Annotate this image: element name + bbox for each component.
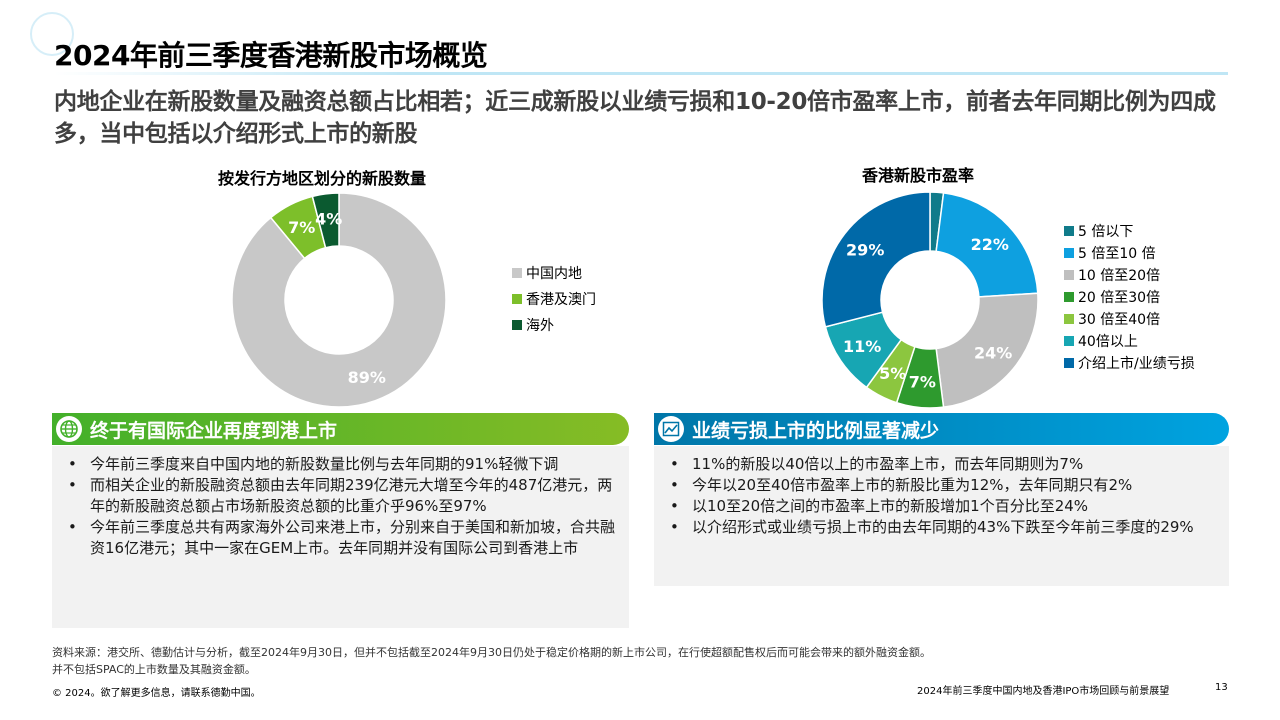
source-footnote: 资料来源：港交所、德勤估计与分析，截至2024年9月30日，但并不包括截至202… (52, 644, 931, 678)
list-item: 今年前三季度来自中国内地的新股数量比例与去年同期的91%轻微下调 (64, 454, 619, 475)
footnote-line: 资料来源：港交所、德勤估计与分析，截至2024年9月30日，但并不包括截至202… (52, 646, 931, 659)
donut-slice-0 (231, 192, 447, 408)
donut-slice-1 (935, 192, 1039, 298)
legend-label: 30 倍至40倍 (1078, 312, 1161, 328)
slice-data-label: 24% (974, 343, 1012, 362)
legend-swatch (1064, 226, 1074, 236)
slice-data-label: 22% (971, 235, 1009, 254)
donut-slice-6 (821, 191, 931, 328)
slice-data-label: 7% (288, 218, 315, 237)
slice-data-label: 89% (348, 368, 386, 387)
donut-chart-pe: 22% 24% 7%5% 11% 29% (821, 191, 1039, 409)
legend-label: 中国内地 (526, 266, 582, 282)
chart-title-region: 按发行方地区划分的新股数量 (218, 169, 427, 188)
page-number: 13 (1215, 682, 1228, 693)
legend-label: 海外 (526, 318, 554, 334)
slice-data-label: 29% (846, 241, 884, 260)
legend-item: 介绍上市/业绩亏损 (1064, 352, 1195, 374)
chart-line-icon (658, 416, 684, 442)
legend-item: 30 倍至40倍 (1064, 308, 1195, 330)
donut-slice-2 (935, 292, 1039, 408)
legend-swatch (512, 320, 522, 330)
legend-label: 40倍以上 (1078, 334, 1138, 350)
report-name: 2024年前三季度中国内地及香港IPO市场回顾与前景展望 (917, 686, 1170, 697)
slice-data-label: 5% (879, 364, 906, 383)
section-banner-loss-making: 业绩亏损上市的比例显著减少 (654, 413, 1229, 445)
donut-slice-2 (311, 192, 340, 249)
slice-data-label: 7% (909, 373, 936, 392)
banner-label: 终于有国际企业再度到港上市 (90, 419, 338, 442)
legend-swatch (1064, 336, 1074, 346)
legend-label: 5 倍以下 (1078, 224, 1134, 240)
legend-swatch (512, 294, 522, 304)
list-item: 以10至20倍之间的市盈率上市的新股增加1个百分比至24% (666, 496, 1219, 517)
banner-label: 业绩亏损上市的比例显著减少 (692, 419, 940, 442)
decorative-circle (30, 12, 74, 56)
list-item: 今年前三季度总共有两家海外公司来港上市，分别来自于美国和新加坡，合共融资16亿港… (64, 517, 619, 559)
legend-swatch (1064, 292, 1074, 302)
legend-item: 5 倍至10 倍 (1064, 242, 1195, 264)
page-title: 2024年前三季度香港新股市场概览 (54, 39, 488, 72)
legend-label: 20 倍至30倍 (1078, 290, 1161, 306)
legend-label: 介绍上市/业绩亏损 (1078, 356, 1195, 372)
bullet-panel-international: 今年前三季度来自中国内地的新股数量比例与去年同期的91%轻微下调 而相关企业的新… (52, 446, 629, 628)
list-item: 以介绍形式或业绩亏损上市的由去年同期的43%下跌至今年前三季度的29% (666, 517, 1219, 538)
donut-chart-region: 89% 7% 4% (231, 192, 447, 408)
legend-swatch (1064, 270, 1074, 280)
slice-data-label: 4% (315, 210, 342, 229)
legend-item: 中国内地 (512, 260, 596, 286)
list-item: 而相关企业的新股融资总额由去年同期239亿港元大增至今年的487亿港元，两年的新… (64, 475, 619, 517)
globe-icon (56, 416, 82, 442)
legend-swatch (512, 268, 522, 278)
copyright: © 2024。欲了解更多信息，请联系德勤中国。 (52, 688, 261, 699)
slice-data-label: 11% (843, 337, 881, 356)
legend-item: 40倍以上 (1064, 330, 1195, 352)
legend-item: 海外 (512, 312, 596, 338)
legend-label: 5 倍至10 倍 (1078, 246, 1156, 262)
legend-swatch (1064, 314, 1074, 324)
footnote-line: 并不包括SPAC的上市数量及其融资金额。 (52, 663, 256, 676)
legend-item: 5 倍以下 (1064, 220, 1195, 242)
page-subtitle: 内地企业在新股数量及融资总额占比相若；近三成新股以业绩亏损和10-20倍市盈率上… (54, 89, 1216, 147)
list-item: 今年以20至40倍市盈率上市的新股比重为12%，去年同期只有2% (666, 475, 1219, 496)
legend-item: 10 倍至20倍 (1064, 264, 1195, 286)
legend-item: 香港及澳门 (512, 286, 596, 312)
legend-label: 香港及澳门 (526, 292, 596, 308)
list-item: 11%的新股以40倍以上的市盈率上市，而去年同期则为7% (666, 454, 1219, 475)
legend-pe: 5 倍以下 5 倍至10 倍 10 倍至20倍 20 倍至30倍 30 倍至40倍 40倍… (1064, 220, 1195, 374)
legend-swatch (1064, 248, 1074, 258)
title-underline (54, 72, 1228, 75)
legend-label: 10 倍至20倍 (1078, 268, 1161, 284)
chart-title-pe: 香港新股市盈率 (862, 166, 975, 185)
bullet-panel-loss-making: 11%的新股以40倍以上的市盈率上市，而去年同期则为7% 今年以20至40倍市盈… (654, 446, 1229, 586)
legend-swatch (1064, 358, 1074, 368)
legend-region: 中国内地香港及澳门海外 (512, 260, 596, 338)
legend-item: 20 倍至30倍 (1064, 286, 1195, 308)
section-banner-international: 终于有国际企业再度到港上市 (52, 413, 629, 445)
